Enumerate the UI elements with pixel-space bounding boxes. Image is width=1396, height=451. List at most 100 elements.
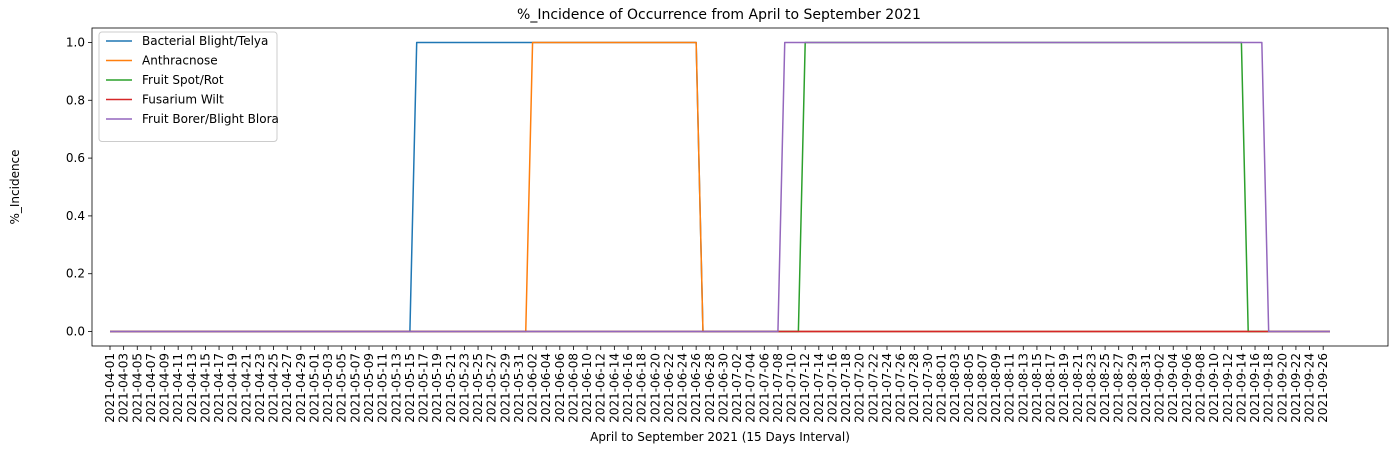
y-tick-label: 0.0 <box>66 325 85 339</box>
x-tick-label: 2021-07-06 <box>757 353 771 423</box>
x-tick-label: 2021-05-19 <box>430 353 444 423</box>
legend-label-4: Fruit Borer/Blight Blora <box>142 112 279 126</box>
x-tick-label: 2021-05-21 <box>444 353 458 423</box>
x-tick-label: 2021-04-05 <box>130 353 144 423</box>
x-tick-label: 2021-05-17 <box>417 353 431 423</box>
y-tick-label: 1.0 <box>66 35 85 49</box>
series-line-4 <box>110 41 1330 333</box>
x-tick-label: 2021-05-13 <box>389 353 403 423</box>
x-tick-label: 2021-06-16 <box>621 353 635 423</box>
x-tick-label: 2021-04-23 <box>253 353 267 423</box>
series-line-0 <box>110 41 1330 333</box>
x-tick-label: 2021-08-27 <box>1112 353 1126 423</box>
x-tick-label: 2021-05-27 <box>485 353 499 423</box>
x-tick-label: 2021-07-16 <box>825 353 839 423</box>
x-tick-label: 2021-09-26 <box>1316 353 1330 423</box>
x-tick-label: 2021-04-19 <box>226 353 240 423</box>
y-tick-label: 0.6 <box>66 151 85 165</box>
x-tick-label: 2021-04-01 <box>103 353 117 423</box>
chart-title: %_Incidence of Occurrence from April to … <box>517 7 921 23</box>
x-tick-label: 2021-06-28 <box>703 353 717 423</box>
legend-label-3: Fusarium Wilt <box>142 93 224 107</box>
x-tick-label: 2021-05-25 <box>471 353 485 423</box>
x-tick-label: 2021-05-15 <box>403 353 417 423</box>
x-tick-label: 2021-09-04 <box>1166 353 1180 423</box>
x-tick-label: 2021-08-09 <box>989 353 1003 423</box>
x-tick-label: 2021-06-06 <box>553 353 567 423</box>
x-tick-label: 2021-09-18 <box>1262 353 1276 423</box>
x-tick-label: 2021-08-15 <box>1030 353 1044 423</box>
series-line-1 <box>110 41 1330 333</box>
x-tick-label: 2021-06-02 <box>526 353 540 423</box>
x-axis: 2021-04-01 2021-04-03 2021-04-05 2021-04-07… <box>103 346 1330 423</box>
legend-label-0: Bacterial Blight/Telya <box>142 34 268 48</box>
x-tick-label: 2021-08-17 <box>1044 353 1058 423</box>
x-tick-label: 2021-09-08 <box>1194 353 1208 423</box>
x-tick-label: 2021-05-01 <box>307 353 321 423</box>
x-tick-label: 2021-08-29 <box>1125 353 1139 423</box>
x-tick-label: 2021-09-24 <box>1303 353 1317 423</box>
x-tick-label: 2021-06-10 <box>580 353 594 423</box>
x-tick-label: 2021-06-14 <box>607 353 621 423</box>
x-tick-label: 2021-08-23 <box>1084 353 1098 423</box>
x-tick-label: 2021-07-28 <box>907 353 921 423</box>
x-tick-label: 2021-09-22 <box>1289 353 1303 423</box>
x-tick-label: 2021-04-25 <box>267 353 281 423</box>
x-tick-label: 2021-05-29 <box>498 353 512 423</box>
x-tick-label: 2021-05-03 <box>321 353 335 423</box>
x-tick-label: 2021-08-11 <box>1003 353 1017 423</box>
x-tick-label: 2021-08-19 <box>1057 353 1071 423</box>
x-tick-label: 2021-05-07 <box>348 353 362 423</box>
x-tick-label: 2021-07-10 <box>785 353 799 423</box>
plot-frame <box>91 27 1389 347</box>
x-tick-label: 2021-07-30 <box>921 353 935 423</box>
x-tick-label: 2021-07-24 <box>880 353 894 423</box>
y-tick-label: 0.2 <box>66 267 85 281</box>
x-tick-label: 2021-05-11 <box>376 353 390 423</box>
x-tick-label: 2021-06-20 <box>648 353 662 423</box>
x-tick-label: 2021-06-22 <box>662 353 676 423</box>
x-tick-label: 2021-09-16 <box>1248 353 1262 423</box>
x-tick-label: 2021-08-25 <box>1098 353 1112 423</box>
y-tick-label: 0.4 <box>66 209 85 223</box>
x-tick-label: 2021-06-12 <box>594 353 608 423</box>
x-tick-label: 2021-07-22 <box>866 353 880 423</box>
x-tick-label: 2021-05-05 <box>335 353 349 423</box>
legend-box <box>98 31 278 142</box>
x-tick-label: 2021-07-20 <box>853 353 867 423</box>
x-tick-label: 2021-09-12 <box>1221 353 1235 423</box>
x-tick-label: 2021-05-23 <box>457 353 471 423</box>
x-tick-label: 2021-07-14 <box>812 353 826 423</box>
x-tick-label: 2021-04-11 <box>171 353 185 423</box>
legend-label-1: Anthracnose <box>142 54 218 68</box>
series-line-2 <box>110 41 1330 333</box>
x-tick-label: 2021-04-21 <box>239 353 253 423</box>
x-tick-label: 2021-08-31 <box>1139 353 1153 423</box>
x-tick-label: 2021-09-14 <box>1234 353 1248 423</box>
x-tick-label: 2021-04-09 <box>158 353 172 423</box>
x-tick-label: 2021-08-21 <box>1071 353 1085 423</box>
x-tick-label: 2021-05-31 <box>512 353 526 423</box>
x-tick-label: 2021-07-12 <box>798 353 812 423</box>
x-tick-label: 2021-06-08 <box>566 353 580 423</box>
x-tick-label: 2021-06-18 <box>635 353 649 423</box>
y-tick-label: 0.8 <box>66 93 85 107</box>
x-tick-label: 2021-09-06 <box>1180 353 1194 423</box>
x-tick-label: 2021-04-27 <box>280 353 294 423</box>
x-tick-label: 2021-06-24 <box>676 353 690 423</box>
x-tick-label: 2021-06-04 <box>539 353 553 423</box>
x-axis-label: April to September 2021 (15 Days Interva… <box>590 430 850 444</box>
x-tick-label: 2021-08-03 <box>948 353 962 423</box>
x-tick-label: 2021-07-26 <box>894 353 908 423</box>
series-lines <box>110 41 1330 333</box>
x-tick-label: 2021-05-09 <box>362 353 376 423</box>
x-tick-label: 2021-06-30 <box>716 353 730 423</box>
x-tick-label: 2021-06-26 <box>689 353 703 423</box>
x-tick-label: 2021-09-10 <box>1207 353 1221 423</box>
x-tick-label: 2021-09-20 <box>1275 353 1289 423</box>
x-tick-label: 2021-08-07 <box>975 353 989 423</box>
x-tick-label: 2021-04-07 <box>144 353 158 423</box>
x-tick-label: 2021-04-15 <box>198 353 212 423</box>
legend-label-2: Fruit Spot/Rot <box>142 73 224 87</box>
